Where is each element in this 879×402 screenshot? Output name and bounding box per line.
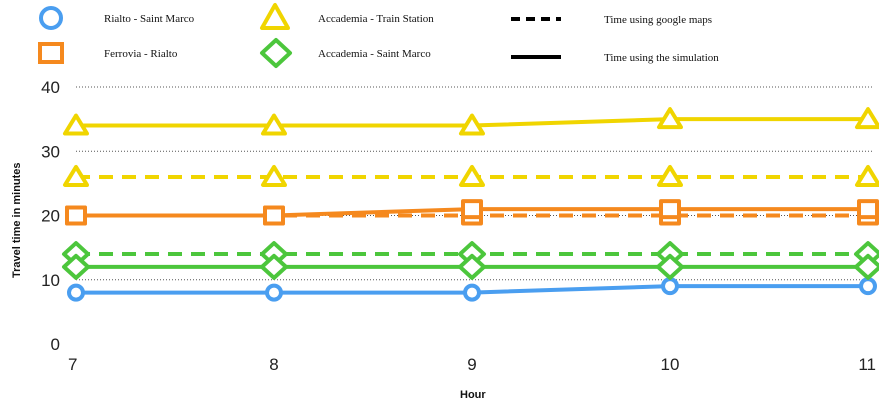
- data-point-triangle: [63, 113, 89, 136]
- data-point-triangle: [855, 164, 879, 187]
- series-0: [67, 277, 877, 302]
- data-point-triangle: [459, 164, 485, 187]
- y-tick-label: 10: [41, 271, 60, 290]
- legend-label-route-0: Rialto - Saint Marco: [104, 13, 195, 25]
- x-tick-label: 9: [467, 355, 476, 374]
- legend-item-route-1: Ferrovia - Rialto: [38, 42, 178, 64]
- data-point-triangle: [855, 107, 879, 130]
- x-tick-label: 7: [68, 355, 77, 374]
- legend-item-route-0: Rialto - Saint Marco: [39, 6, 195, 30]
- series-layer: [62, 107, 879, 302]
- data-point-circle: [859, 277, 877, 296]
- series-3: [63, 164, 879, 187]
- data-point-triangle: [261, 113, 287, 136]
- series-4: [63, 107, 879, 136]
- series-2: [65, 199, 879, 226]
- x-tick-label: 8: [269, 355, 278, 374]
- legend-label-route-3: Accademia - Saint Marco: [318, 48, 431, 60]
- legend-item-route-2: Accademia - Train Station: [260, 3, 434, 30]
- legend-label-route-1: Ferrovia - Rialto: [104, 48, 178, 60]
- data-point-diamond: [458, 253, 486, 280]
- data-point-square: [659, 199, 681, 220]
- data-point-triangle: [261, 164, 287, 187]
- x-axis-ticks: 7 8 9 10 11: [68, 355, 876, 374]
- legend-item-style-1: Time using the simulation: [511, 52, 719, 64]
- y-axis-title: Travel time in minutes: [11, 162, 23, 278]
- data-point-diamond: [62, 253, 90, 280]
- data-point-square: [857, 199, 879, 220]
- data-point-triangle: [459, 113, 485, 136]
- data-point-triangle: [63, 164, 89, 187]
- x-tick-label: 11: [858, 355, 876, 374]
- y-tick-label: 20: [41, 207, 60, 226]
- series-6: [62, 253, 879, 280]
- data-point-circle: [661, 277, 679, 296]
- data-point-diamond: [260, 253, 288, 280]
- legend: Rialto - Saint Marco Ferrovia - Rialto A…: [38, 3, 719, 68]
- y-axis-ticks: 0 10 20 30 40: [41, 78, 60, 354]
- data-point-circle: [265, 283, 283, 302]
- y-tick-label: 30: [41, 142, 60, 161]
- data-point-square: [461, 199, 483, 220]
- legend-label-style-1: Time using the simulation: [604, 52, 719, 64]
- data-point-square: [65, 205, 87, 226]
- data-point-diamond: [656, 253, 684, 280]
- legend-label-style-0: Time using google maps: [604, 14, 712, 26]
- y-tick-label: 0: [51, 335, 60, 354]
- triangle-marker-icon: [260, 3, 290, 30]
- circle-marker-icon: [39, 6, 63, 30]
- data-point-square: [263, 205, 285, 226]
- data-point-triangle: [657, 107, 683, 130]
- data-point-circle: [67, 283, 85, 302]
- legend-label-route-2: Accademia - Train Station: [318, 13, 434, 25]
- data-point-circle: [463, 283, 481, 302]
- legend-item-style-0: Time using google maps: [511, 14, 712, 26]
- data-point-triangle: [657, 164, 683, 187]
- x-tick-label: 10: [661, 355, 680, 374]
- x-axis-title: Hour: [460, 389, 486, 401]
- diamond-marker-icon: [260, 38, 292, 68]
- y-tick-label: 40: [41, 78, 60, 97]
- square-marker-icon: [38, 42, 64, 64]
- data-point-diamond: [854, 253, 879, 280]
- legend-item-route-3: Accademia - Saint Marco: [260, 38, 431, 68]
